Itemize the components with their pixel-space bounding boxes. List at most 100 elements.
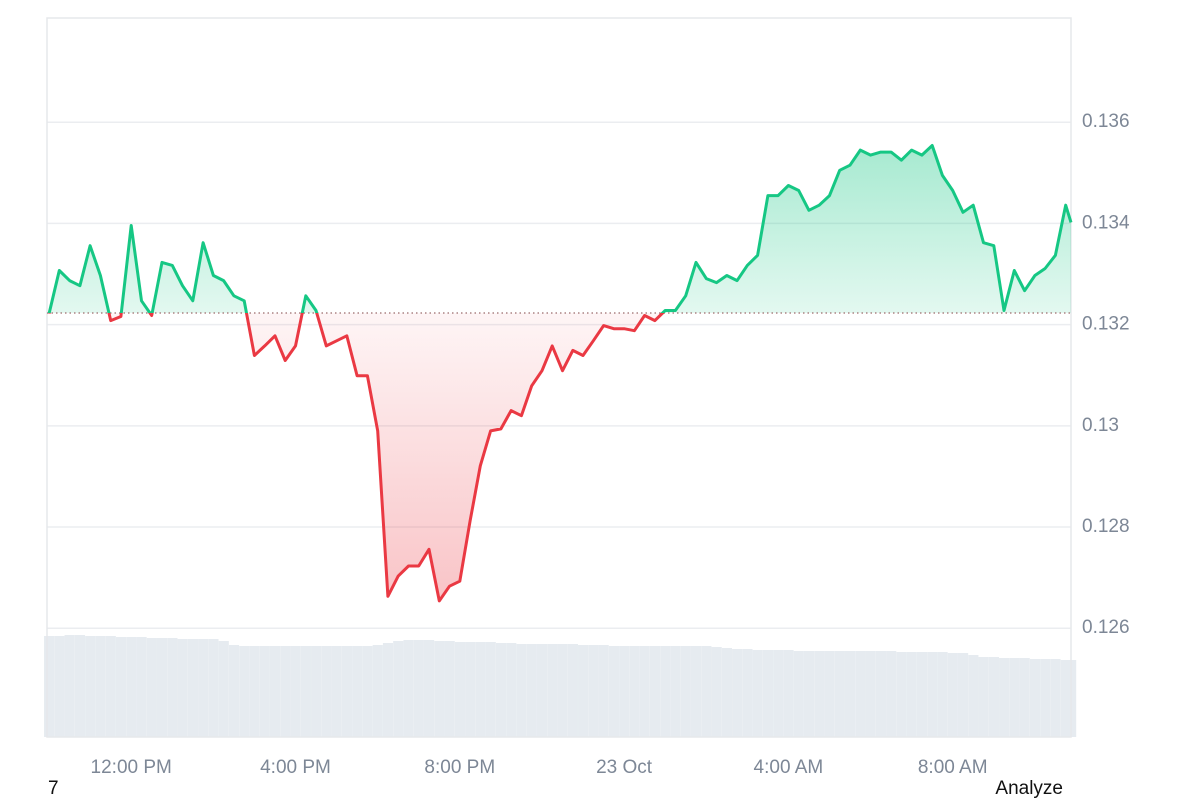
y-tick-label: 0.13 [1082,415,1119,436]
volume-bar [95,636,106,737]
volume-bar [988,657,999,737]
volume-bar [639,646,650,737]
volume-bar [660,646,671,737]
volume-bar [649,646,661,737]
volume-bar [413,640,424,737]
volume-bar [423,640,435,737]
price-line [47,144,1073,603]
footer-left: 7 [48,778,59,799]
volume-bar [239,646,250,737]
y-tick-label: 0.134 [1082,212,1130,233]
volume-bar [814,651,825,737]
volume-bar [485,642,496,737]
volume-bar [1050,659,1061,737]
volume-bar [742,649,753,737]
volume-bar [157,638,168,737]
y-tick-label: 0.126 [1082,617,1130,638]
volume-bar [886,651,897,737]
volume-bar [752,650,763,737]
volume-bar [578,645,589,737]
volume-bar [803,651,815,737]
volume-bar [999,658,1010,737]
volume-bar [465,642,476,737]
plot-border [46,17,1072,738]
volume-bar [845,651,856,737]
volume-bar [783,650,794,737]
volume-bar [855,651,866,737]
volume-bar [773,650,784,737]
volume-bar [619,646,630,737]
volume-bar [198,639,209,737]
volume-bar [721,648,732,737]
x-tick-label: 23 Oct [596,757,653,778]
y-tick-label: 0.128 [1082,516,1130,537]
volume-bar [311,646,322,737]
volume-bar [1009,658,1020,737]
volume-bar [454,642,466,737]
volume-bar [598,645,609,737]
volume-bar [372,645,383,737]
volume-bar [382,643,394,737]
volume-bar [167,638,178,737]
volume-bar [1040,659,1051,737]
volume-bar [44,636,55,737]
volume-bar [85,636,96,737]
analyze-button[interactable]: Analyze [995,778,1063,799]
volume-bar [927,652,938,737]
x-tick-label: 12:00 PM [91,757,172,778]
volume-bar [300,646,311,737]
volume-bar [269,646,281,737]
volume-bar [177,639,188,737]
volume-bar [331,646,342,737]
volume-bar [711,647,722,737]
volume-bar [978,657,989,737]
volume-bar [321,646,332,737]
volume-bar [352,646,363,737]
area [49,145,1072,601]
y-tick-label: 0.132 [1082,314,1130,335]
volume-bar [280,646,291,737]
volume-bar [947,653,958,737]
volume-bar [557,644,568,737]
volume-bar [506,643,517,737]
volume-bar [187,639,199,737]
volume-bar [732,649,743,737]
volume-bar [567,644,578,737]
volume-bar [341,646,353,737]
x-tick-label: 4:00 PM [260,757,331,778]
volume-bar [968,655,979,737]
volume-bar [629,646,640,737]
volume-bar [701,646,712,737]
volume-bar [495,643,507,737]
volume-bar [670,646,681,737]
x-tick-label: 4:00 AM [754,757,824,778]
volume-bar [516,644,527,737]
volume-bar [74,635,86,737]
volume-bar [906,652,917,737]
volume-bar [218,641,229,737]
volume-bar [937,652,948,737]
volume-bar [434,641,445,737]
volume-bar [1060,660,1071,737]
volume-bar [690,646,702,737]
volume-bar [896,652,907,737]
volume-bar [105,636,116,737]
volume-bar [208,639,219,737]
x-tick-label: 8:00 PM [424,757,495,778]
volume-bar [547,644,558,737]
x-tick-label: 8:00 AM [918,757,988,778]
volume-bar [608,646,620,737]
volume-bar [290,646,301,737]
volume-bar [393,641,404,737]
volume-bar [126,637,137,737]
volume-bar [54,636,65,737]
volume-bar [146,638,157,737]
volume-bar [834,651,845,737]
y-tick-label: 0.136 [1082,111,1130,132]
volume-bar [259,646,270,737]
volume-bar [588,645,599,737]
volume-bar [444,641,455,737]
volume-bar [475,642,486,737]
volume-bar [115,637,127,737]
